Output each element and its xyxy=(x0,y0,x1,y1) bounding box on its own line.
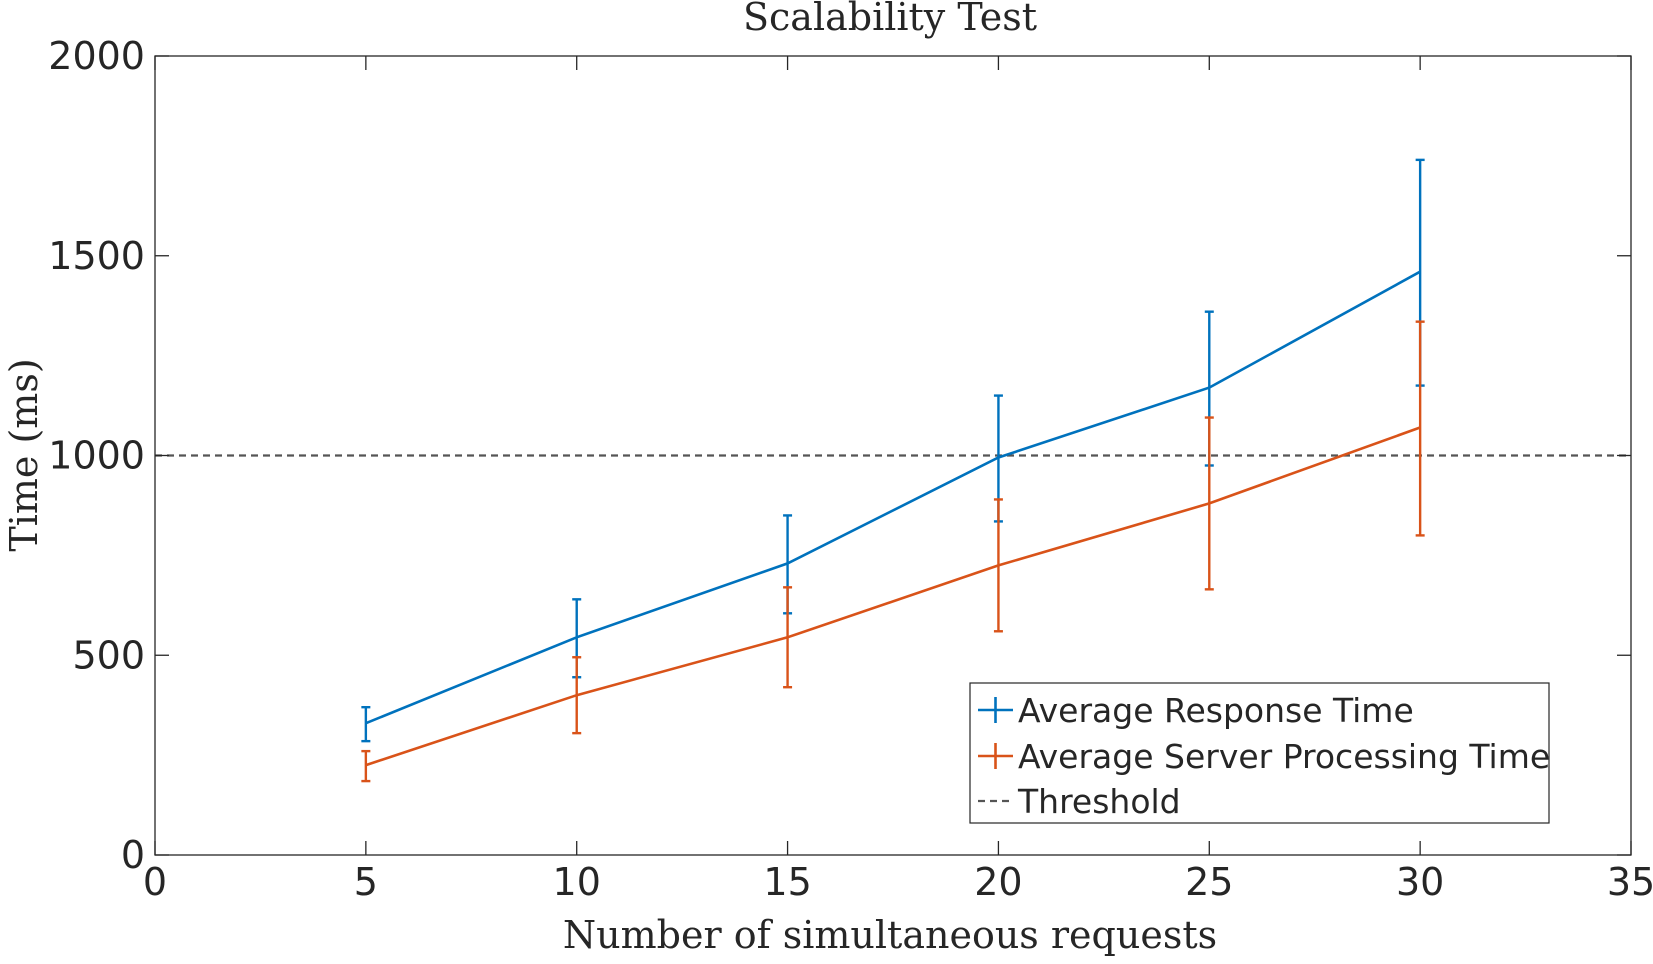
legend-label-server: Average Server Processing Time xyxy=(1018,737,1550,776)
y-tick-label: 1000 xyxy=(48,434,145,478)
legend-entry-threshold: Threshold xyxy=(978,782,1181,821)
axes: 0 5 10 15 20 25 30 35 0 500 1000 1500 2000 xyxy=(48,34,1653,904)
plot-area xyxy=(155,158,1631,783)
error-bar xyxy=(1415,320,1425,537)
x-tick-label: 10 xyxy=(553,860,601,904)
x-tick-label: 5 xyxy=(354,860,378,904)
error-bar xyxy=(572,656,582,735)
error-bar xyxy=(993,498,1003,633)
x-tick-label: 0 xyxy=(143,860,167,904)
legend-box xyxy=(969,682,1550,824)
legend-entry-server: Average Server Processing Time xyxy=(978,737,1550,776)
chart-title: Scalability Test xyxy=(743,0,1037,39)
x-tick-label: 30 xyxy=(1396,860,1444,904)
error-bar xyxy=(361,705,371,743)
x-tick-label: 20 xyxy=(974,860,1022,904)
legend-label-threshold: Threshold xyxy=(1017,782,1181,821)
x-axis-label: Number of simultaneous requests xyxy=(563,913,1217,957)
x-tick-label: 25 xyxy=(1185,860,1233,904)
error-bar xyxy=(1204,416,1214,591)
legend: Average Response Time Average Server Pro… xyxy=(969,682,1550,824)
x-tick-label: 35 xyxy=(1607,860,1653,904)
series-line-0 xyxy=(365,270,1421,725)
y-tick-label: 0 xyxy=(121,833,145,877)
y-tick-label: 1500 xyxy=(48,234,145,278)
x-tick-label: 15 xyxy=(763,860,811,904)
legend-label-response: Average Response Time xyxy=(1018,691,1414,730)
series-line-1 xyxy=(365,426,1421,767)
error-bar xyxy=(783,586,793,689)
y-tick-label: 2000 xyxy=(48,34,145,78)
error-bar xyxy=(361,749,371,783)
legend-entry-response: Average Response Time xyxy=(978,691,1414,730)
y-tick-label: 500 xyxy=(72,633,145,677)
y-axis-label: Time (ms) xyxy=(2,358,46,551)
